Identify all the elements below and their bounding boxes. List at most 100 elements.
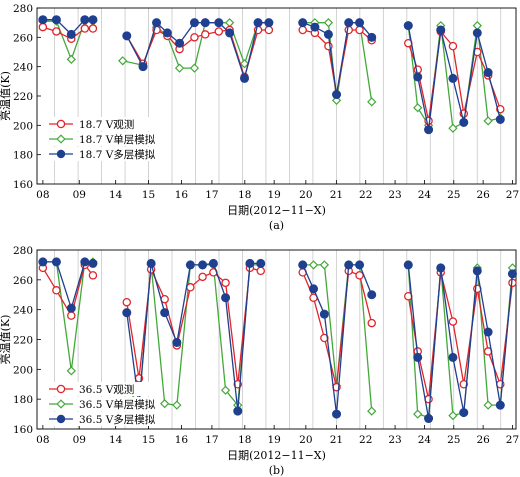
data-point <box>413 352 423 362</box>
legend-marker <box>56 134 66 144</box>
data-point <box>424 414 434 424</box>
data-point <box>472 28 482 38</box>
data-point <box>413 72 423 82</box>
x-tick-label: 26 <box>476 189 490 201</box>
data-point <box>80 15 90 25</box>
data-point <box>448 73 458 83</box>
y-tick-label: 260 <box>13 275 33 287</box>
series-line <box>126 21 269 81</box>
data-point <box>332 409 342 419</box>
y-tick-label: 280 <box>13 245 33 257</box>
data-point <box>152 18 162 28</box>
data-point <box>264 25 274 35</box>
data-point <box>160 398 170 409</box>
x-tick-label: 18 <box>238 434 251 446</box>
data-point <box>483 400 493 410</box>
x-axis-label: 日期(2012−11−X) <box>227 449 326 462</box>
data-point <box>355 271 364 280</box>
data-point <box>52 27 61 36</box>
data-point <box>473 47 482 57</box>
x-tick-label: 17 <box>205 189 218 201</box>
data-point <box>495 400 505 410</box>
legend-label: 18.7 V多层模拟 <box>79 148 156 161</box>
data-point <box>88 271 98 280</box>
data-point <box>298 18 308 28</box>
x-tick-label: 09 <box>73 189 86 201</box>
data-point <box>160 308 170 318</box>
data-point <box>264 18 274 28</box>
data-point <box>320 333 329 343</box>
legend-marker <box>56 119 66 129</box>
data-point <box>66 303 76 313</box>
data-point <box>355 260 365 270</box>
legend-marker <box>56 149 66 159</box>
y-tick-label: 200 <box>13 120 33 132</box>
data-point <box>220 385 231 395</box>
data-point <box>208 258 218 268</box>
data-point <box>185 260 195 270</box>
data-point <box>298 25 307 35</box>
data-point <box>367 406 377 416</box>
y-tick-label: 180 <box>13 394 33 406</box>
data-point <box>344 260 354 270</box>
data-point <box>172 400 182 410</box>
data-point <box>256 258 266 268</box>
x-tick-label: 16 <box>175 434 189 446</box>
x-tick-label: 20 <box>299 434 312 446</box>
y-tick-label: 280 <box>13 3 33 15</box>
data-point <box>201 30 210 39</box>
data-point <box>436 25 446 35</box>
series-line <box>407 264 514 419</box>
data-point <box>424 125 434 135</box>
data-point <box>367 32 377 42</box>
data-point <box>507 269 517 279</box>
data-point <box>214 18 224 28</box>
x-tick-label: 24 <box>418 434 432 446</box>
data-point <box>122 308 132 318</box>
x-tick-label: 16 <box>175 189 189 201</box>
data-point <box>66 29 76 39</box>
data-point <box>308 260 319 270</box>
x-tick-label: 23 <box>388 434 401 446</box>
data-point <box>332 90 342 100</box>
data-point <box>240 73 250 83</box>
x-tick-label: 20 <box>299 189 312 201</box>
series-multi-layer <box>38 257 517 424</box>
legend-label: 36.5 V单层模拟 <box>79 398 156 411</box>
series-line <box>126 262 261 412</box>
y-tick-label: 220 <box>13 335 33 347</box>
x-tick-label: 15 <box>142 434 155 446</box>
data-point <box>253 18 263 28</box>
legend-bg <box>45 397 149 411</box>
data-point <box>448 352 458 362</box>
y-tick-label: 180 <box>13 150 33 162</box>
data-point <box>403 21 413 31</box>
y-tick-label: 220 <box>13 91 33 103</box>
legend-bg <box>45 147 149 161</box>
x-tick-label: 14 <box>109 434 123 446</box>
data-point <box>298 260 308 270</box>
panel-a: 160 180 200 220 240 260 280 08 09 14 15 16 17 18 19 20 2… <box>0 3 519 232</box>
data-point <box>367 318 376 328</box>
data-point <box>198 272 207 282</box>
series-multi-layer <box>38 15 505 135</box>
legend-label: 36.5 V观测 <box>79 383 134 396</box>
data-point <box>413 103 423 113</box>
data-point <box>118 56 128 66</box>
series-single-layer <box>38 257 518 422</box>
data-point <box>245 258 255 268</box>
series-observation <box>38 22 505 126</box>
panel-label: (b) <box>269 464 285 477</box>
y-tick-label: 240 <box>13 62 33 74</box>
data-point <box>225 28 235 38</box>
y-axis-label: 亮温值(K) <box>0 71 12 121</box>
legend-label: 18.7 V观测 <box>79 118 134 131</box>
data-point <box>88 258 98 268</box>
x-tick-label: 27 <box>506 434 519 446</box>
legend-bg <box>45 412 149 426</box>
x-tick-label: 26 <box>476 434 490 446</box>
data-point <box>88 15 98 25</box>
data-point <box>319 309 329 319</box>
data-point <box>483 116 493 126</box>
